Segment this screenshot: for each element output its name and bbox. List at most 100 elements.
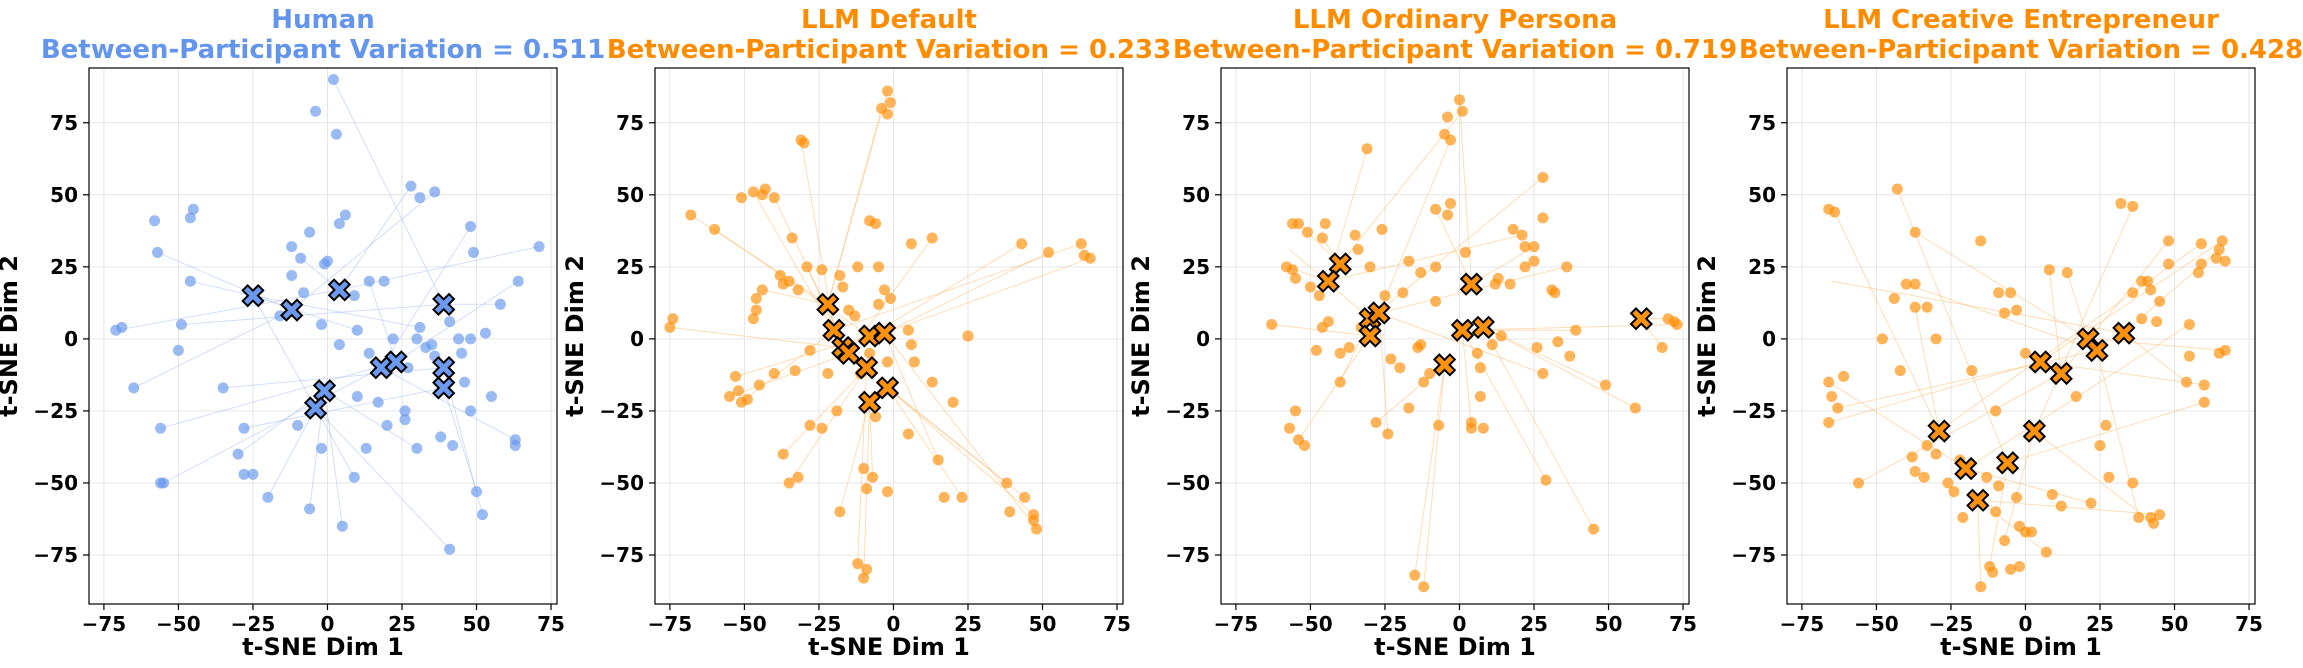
centroid-shape xyxy=(384,350,408,374)
data-point xyxy=(1671,318,1683,330)
x-tick-label: 0 xyxy=(2019,612,2033,636)
data-point xyxy=(1999,535,2011,547)
connection-line xyxy=(1435,208,1472,285)
data-point xyxy=(792,471,804,483)
y-tick-label: −75 xyxy=(1731,543,1776,567)
data-point xyxy=(1001,477,1013,489)
x-tick-label: −75 xyxy=(1780,612,1825,636)
data-point xyxy=(750,293,762,305)
chart-subtitle: Between-Participant Variation = 0.719 xyxy=(1173,35,1737,65)
connection-line xyxy=(1378,139,1451,314)
data-point xyxy=(1418,376,1430,388)
data-point xyxy=(2180,376,2192,388)
x-tick-label: −25 xyxy=(797,612,842,636)
data-point xyxy=(834,506,846,518)
data-point xyxy=(1918,471,1930,483)
connection-line xyxy=(2088,338,2226,351)
connection-line xyxy=(2034,430,2154,524)
data-point xyxy=(327,74,339,86)
centroid-marker xyxy=(1471,315,1495,340)
data-point xyxy=(1301,226,1313,238)
centroid-shape xyxy=(1358,324,1382,348)
x-tick-label: 0 xyxy=(887,612,901,636)
data-point xyxy=(1287,264,1299,276)
x-tick-label: 50 xyxy=(1029,612,1057,636)
connection-line xyxy=(2033,206,2134,432)
data-point xyxy=(873,298,885,310)
centroid-marker xyxy=(1629,307,1653,331)
data-point xyxy=(1415,339,1427,351)
data-point xyxy=(238,422,250,434)
data-point xyxy=(664,321,676,333)
chart-title: Human xyxy=(271,5,374,35)
centroid-marker xyxy=(280,298,304,322)
data-point xyxy=(1397,287,1409,299)
data-point xyxy=(2011,491,2023,503)
y-tick-label: 75 xyxy=(50,111,78,135)
data-point xyxy=(1313,290,1325,302)
data-point xyxy=(2183,350,2195,362)
data-point xyxy=(286,241,298,253)
data-point xyxy=(2136,313,2148,325)
axes-frame xyxy=(1786,67,2256,605)
centroid-shape xyxy=(2112,321,2136,345)
y-tick-label: −25 xyxy=(33,399,78,423)
data-point xyxy=(1552,336,1564,348)
data-point xyxy=(2151,316,2163,328)
centroid-shape xyxy=(1450,318,1475,342)
centroid-marker xyxy=(1459,272,1484,296)
centroid-shape xyxy=(1966,488,1990,512)
data-point xyxy=(1376,223,1388,235)
data-point xyxy=(870,411,882,423)
y-tick-label: −50 xyxy=(33,471,78,495)
data-point xyxy=(2163,258,2175,270)
connection-line xyxy=(729,352,849,397)
data-point xyxy=(1266,318,1278,330)
data-point xyxy=(2142,275,2154,287)
data-point xyxy=(2103,471,2115,483)
data-point xyxy=(667,313,679,325)
axes-frame xyxy=(88,67,558,605)
data-point xyxy=(2198,396,2210,408)
connection-line xyxy=(833,243,1082,331)
data-point xyxy=(116,321,128,333)
data-point xyxy=(1504,278,1516,290)
y-tick-label: 25 xyxy=(1748,255,1776,279)
data-point xyxy=(1930,333,1942,345)
data-point xyxy=(926,376,938,388)
data-point xyxy=(1379,290,1391,302)
x-tick-label: −50 xyxy=(1288,612,1333,636)
chart-subtitle: Between-Participant Variation = 0.233 xyxy=(607,35,1171,65)
centroid-shape xyxy=(857,324,882,348)
y-axis-label: t-SNE Dim 2 xyxy=(561,255,589,417)
data-point xyxy=(1519,241,1531,253)
centroid-shape xyxy=(1459,272,1484,296)
y-tick-label: 50 xyxy=(50,183,78,207)
centroid-marker xyxy=(2028,350,2053,374)
data-point xyxy=(2100,419,2112,431)
connection-line xyxy=(884,332,939,461)
data-point xyxy=(2085,497,2097,509)
data-point xyxy=(1993,480,2005,492)
data-point xyxy=(884,293,896,305)
data-point xyxy=(1409,569,1421,581)
data-point xyxy=(2127,287,2139,299)
data-point xyxy=(798,137,810,149)
centroid-shape xyxy=(280,298,304,322)
x-tick-label: −25 xyxy=(1929,612,1974,636)
data-point xyxy=(816,422,828,434)
x-tick-label: 25 xyxy=(388,612,416,636)
x-tick-label: −75 xyxy=(1214,612,1259,636)
data-point xyxy=(1290,405,1302,417)
connection-line xyxy=(669,326,843,349)
centroid-marker xyxy=(384,350,408,374)
data-point xyxy=(1957,512,1969,524)
y-tick-label: 50 xyxy=(1748,183,1776,207)
data-point xyxy=(908,356,920,368)
data-point xyxy=(932,454,944,466)
axes-frame xyxy=(1220,67,1690,605)
connection-line xyxy=(884,332,1037,530)
data-point xyxy=(1287,218,1299,230)
data-point xyxy=(1519,261,1531,273)
data-point xyxy=(1823,376,1835,388)
